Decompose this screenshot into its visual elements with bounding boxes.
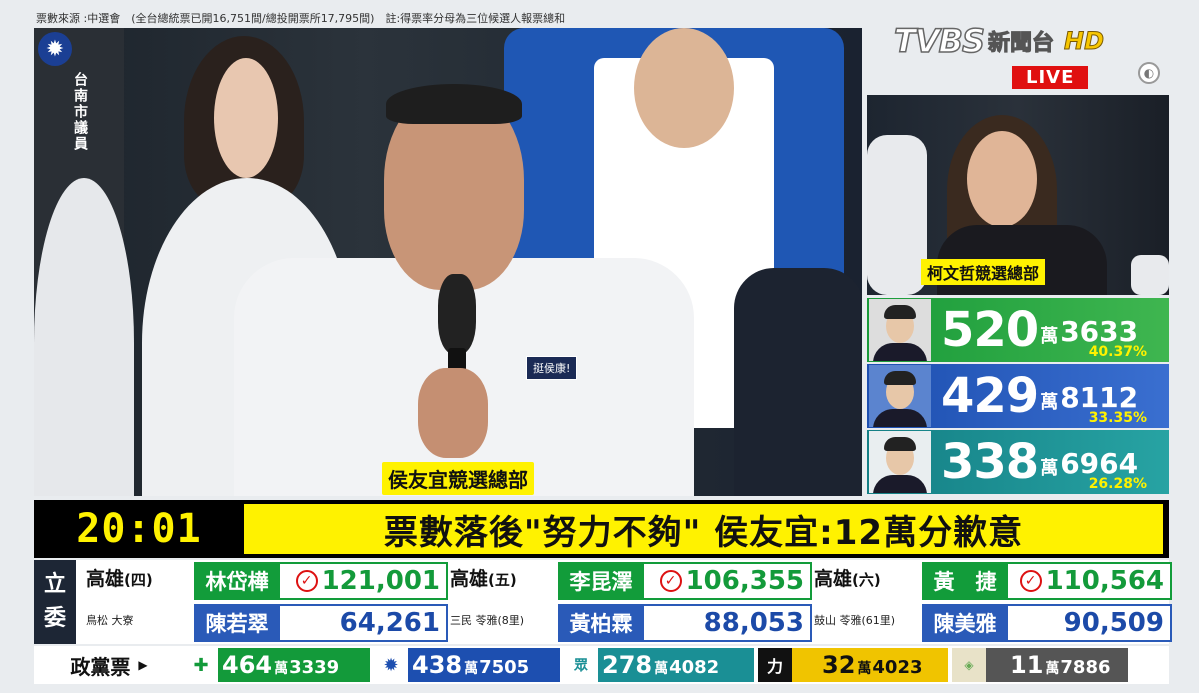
kmt-icon: ✹ bbox=[374, 648, 408, 682]
elected-check-icon: ✓ bbox=[1019, 570, 1042, 592]
runnerup-name: 陳美雅 bbox=[924, 606, 1006, 640]
district-area: 三民 苓雅(8里) bbox=[450, 614, 525, 627]
headline-bar: 票數落後"努力不夠" 侯友宜:12萬分歉意 bbox=[244, 500, 1169, 558]
candidate-vote-panel: 338 萬 6964 26.28% bbox=[867, 430, 1169, 494]
party-vote-cell: ✹ 438 萬 7505 bbox=[374, 648, 560, 682]
vote-count-wan: 520 bbox=[941, 302, 1039, 358]
clock-time: 20:01 bbox=[76, 506, 202, 552]
hd-badge: HD bbox=[1064, 27, 1105, 56]
main-video-feed: ✹ 台南市議員 挺侯康! 侯友宜競選總部 bbox=[34, 28, 862, 496]
legislator-tag: 立 委 bbox=[34, 560, 76, 644]
vote-percent: 40.37% bbox=[1088, 344, 1147, 360]
main-video-caption: 侯友宜競選總部 bbox=[382, 462, 534, 495]
vote-count-wan: 338 bbox=[941, 434, 1039, 490]
live-badge: LIVE bbox=[1012, 66, 1089, 89]
side-video-caption: 柯文哲競選總部 bbox=[921, 259, 1046, 285]
rating-icon: ◐ bbox=[1138, 62, 1160, 84]
winner-name: 李昆澤 bbox=[560, 564, 642, 598]
runnerup-name: 黃柏霖 bbox=[560, 606, 642, 640]
elected-check-icon: ✓ bbox=[295, 570, 318, 592]
winner-votes: ✓ 110,564 bbox=[1008, 564, 1170, 598]
runnerup-row: 陳美雅 90,509 bbox=[922, 604, 1172, 642]
candidate-photo bbox=[869, 299, 931, 361]
tsp-icon: ◈ bbox=[952, 648, 986, 682]
winner-name: 林岱樺 bbox=[196, 564, 278, 598]
winner-votes: ✓ 121,001 bbox=[280, 564, 446, 598]
candidate-vote-panel: 520 萬 3633 40.37% bbox=[867, 298, 1169, 362]
runnerup-row: 陳若翠 64,261 bbox=[194, 604, 448, 642]
side-video-feed: 柯文哲競選總部 bbox=[867, 95, 1169, 295]
party-vote-label: 政黨票 ▶ bbox=[70, 654, 148, 679]
channel-logo: TVBS 新聞台 HD bbox=[893, 21, 1105, 61]
clock: 20:01 bbox=[34, 500, 244, 558]
party-vote-cell: 眾 278 萬 4082 bbox=[564, 648, 754, 682]
vote-unit: 萬 bbox=[1040, 392, 1059, 413]
district-name: 高雄(四) bbox=[86, 568, 153, 590]
jacket-badge: 挺侯康! bbox=[526, 356, 578, 380]
kmt-emblem-icon: ✹ bbox=[38, 32, 72, 66]
district-name: 高雄(六) bbox=[814, 568, 881, 590]
tpp-icon: 眾 bbox=[564, 648, 598, 682]
winner-votes: ✓ 106,355 bbox=[644, 564, 810, 598]
winner-name: 黃 捷 bbox=[924, 564, 1006, 598]
district-result: 高雄(六) 鼓山 苓雅(61里) 黃 捷 ✓ 110,564 陳美雅 90,509 bbox=[810, 560, 1172, 644]
candidate-photo bbox=[869, 431, 931, 493]
npp-icon: 力 bbox=[758, 648, 792, 682]
winner-row: 李昆澤 ✓ 106,355 bbox=[558, 562, 812, 600]
vote-unit: 萬 bbox=[1040, 458, 1059, 479]
vote-count-rest: 3633 bbox=[1060, 314, 1139, 348]
winner-row: 林岱樺 ✓ 121,001 bbox=[194, 562, 448, 600]
party-vote-cell: 力 32 萬 4023 bbox=[758, 648, 948, 682]
legislator-results-board: 立 委 高雄(四) 鳥松 大寮 林岱樺 ✓ 121,001 陳若翠 64,261 … bbox=[34, 560, 1172, 644]
council-sign: 台南市議員 bbox=[72, 72, 88, 152]
district-result: 高雄(四) 鳥松 大寮 林岱樺 ✓ 121,001 陳若翠 64,261 bbox=[82, 560, 448, 644]
runnerup-votes: 64,261 bbox=[280, 606, 446, 640]
elected-check-icon: ✓ bbox=[659, 570, 682, 592]
runnerup-row: 黃柏霖 88,053 bbox=[558, 604, 812, 642]
vote-unit: 萬 bbox=[1040, 326, 1059, 347]
winner-row: 黃 捷 ✓ 110,564 bbox=[922, 562, 1172, 600]
vote-count-rest: 6964 bbox=[1060, 446, 1139, 480]
dpp-icon: ✚ bbox=[184, 648, 218, 682]
runnerup-name: 陳若翠 bbox=[196, 606, 278, 640]
runnerup-votes: 88,053 bbox=[644, 606, 810, 640]
district-name: 高雄(五) bbox=[450, 568, 517, 590]
vote-count-rest: 8112 bbox=[1060, 380, 1139, 414]
candidate-photo bbox=[869, 365, 931, 427]
vote-percent: 33.35% bbox=[1088, 410, 1147, 426]
legislator-tag-bottom: 委 bbox=[43, 606, 66, 631]
district-result: 高雄(五) 三民 苓雅(8里) 李昆澤 ✓ 106,355 黃柏霖 88,053 bbox=[446, 560, 812, 644]
party-vote-cell: ✚ 464 萬 3339 bbox=[184, 648, 370, 682]
headline-text: 票數落後"努力不夠" 侯友宜:12萬分歉意 bbox=[383, 512, 1024, 553]
district-area: 鼓山 苓雅(61里) bbox=[814, 614, 896, 627]
tvbs-logo-text: TVBS bbox=[893, 21, 986, 61]
play-arrow-icon: ▶ bbox=[138, 658, 148, 672]
party-vote-bar: 政黨票 ▶ ✚ 464 萬 3339 ✹ 438 萬 7505 眾 278 萬 4082 力 … bbox=[34, 646, 1169, 684]
vote-percent: 26.28% bbox=[1088, 476, 1147, 492]
news-channel-text: 新聞台 bbox=[988, 31, 1055, 57]
legislator-tag-top: 立 bbox=[43, 572, 66, 597]
candidate-vote-panel: 429 萬 8112 33.35% bbox=[867, 364, 1169, 428]
runnerup-votes: 90,509 bbox=[1008, 606, 1170, 640]
district-area: 鳥松 大寮 bbox=[86, 614, 134, 627]
party-vote-cell: ◈ 11 萬 7886 bbox=[952, 648, 1128, 682]
vote-count-wan: 429 bbox=[941, 368, 1039, 424]
vote-source-note: 票數來源 :中選會 (全台總統票已開16,751間/總投開票所17,795間) … bbox=[36, 12, 566, 25]
